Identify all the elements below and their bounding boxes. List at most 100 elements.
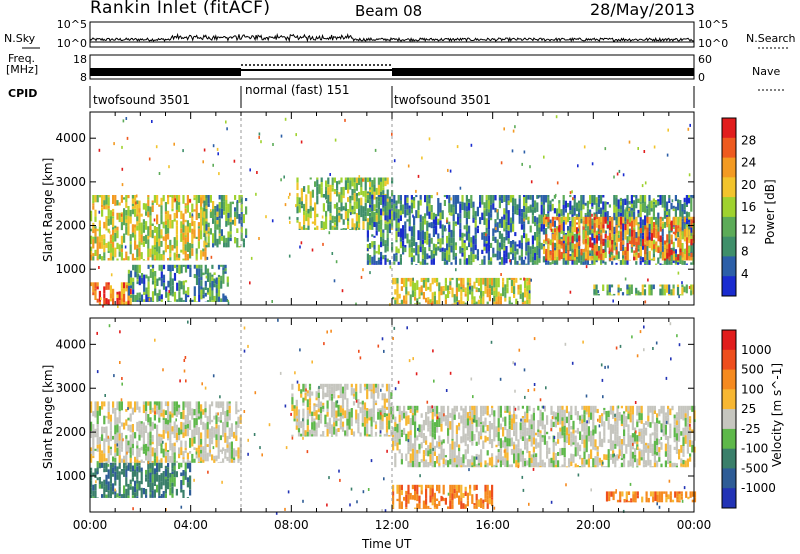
heatmap-cell <box>442 291 445 295</box>
heatmap-cell <box>532 430 535 438</box>
heatmap-cell <box>220 298 223 302</box>
heatmap-cell <box>116 447 119 456</box>
heatmap-cell <box>303 186 306 192</box>
heatmap-cell <box>608 292 611 296</box>
heatmap-cell <box>648 223 651 232</box>
heatmap-cell <box>101 204 104 208</box>
nsky-label: N.Sky <box>4 32 36 45</box>
heatmap-cell <box>173 462 176 466</box>
heatmap-cell <box>112 298 115 305</box>
heatmap-cell <box>503 219 506 229</box>
heatmap-cell <box>558 249 561 260</box>
heatmap-cell <box>675 440 678 445</box>
heatmap-cell <box>162 282 166 290</box>
heatmap-cell <box>660 405 663 414</box>
heatmap-cell <box>649 422 652 428</box>
heatmap-cell <box>474 227 477 235</box>
heatmap-cell <box>173 237 176 246</box>
heatmap-cell <box>355 177 358 183</box>
heatmap-cell <box>403 295 406 304</box>
heatmap-cell <box>313 411 316 416</box>
heatmap-cell <box>414 303 417 305</box>
heatmap-cell <box>630 203 633 208</box>
heatmap-cell <box>127 195 130 199</box>
heatmap-cell <box>211 290 214 294</box>
heatmap-cell <box>513 294 516 298</box>
heatmap-cell <box>606 284 609 291</box>
heatmap-cell <box>648 231 651 240</box>
heatmap-cell <box>414 415 417 422</box>
heatmap-cell <box>551 242 554 253</box>
heatmap-cell <box>109 243 112 253</box>
heatmap-cell <box>390 414 393 423</box>
heatmap-cell <box>534 260 537 265</box>
heatmap-cell <box>548 458 551 468</box>
heatmap-cell <box>470 251 473 261</box>
heatmap-cell <box>202 294 205 299</box>
heatmap-cell <box>374 431 378 436</box>
heatmap-cell <box>360 187 363 195</box>
heatmap-cell <box>581 441 584 444</box>
heatmap-cell <box>118 462 121 469</box>
heatmap-cell <box>486 425 489 432</box>
heatmap-cell <box>242 242 245 248</box>
heatmap-cell <box>169 448 172 451</box>
heatmap-cell <box>681 257 684 265</box>
heatmap-cell <box>504 291 507 298</box>
heatmap-cell <box>298 202 301 205</box>
heatmap-cell <box>644 236 647 243</box>
heatmap-cell <box>297 416 301 422</box>
heatmap-cell <box>453 302 456 305</box>
heatmap-cell <box>430 237 433 244</box>
heatmap-cell <box>176 282 179 291</box>
heatmap-cell <box>549 223 552 231</box>
heatmap-cell <box>394 431 397 440</box>
heatmap-cell <box>383 398 386 409</box>
heatmap-cell <box>227 218 230 226</box>
heatmap-cell <box>558 232 561 240</box>
heatmap-cell <box>129 484 132 487</box>
heatmap-cell <box>402 204 405 215</box>
heatmap-cell <box>480 449 483 460</box>
heatmap-cell <box>205 195 208 198</box>
heatmap-cell <box>167 197 170 205</box>
heatmap-cell <box>463 225 466 230</box>
heatmap-cell <box>510 448 513 455</box>
heatmap-cell <box>350 383 353 388</box>
heatmap-cell <box>193 447 196 450</box>
heatmap-cell <box>94 288 97 291</box>
heatmap-cell <box>415 246 418 256</box>
heatmap-speckle <box>355 227 357 231</box>
heatmap-cell <box>300 195 303 202</box>
heatmap-cell <box>158 401 161 410</box>
heatmap-cell <box>134 264 137 272</box>
heatmap-cell <box>663 284 666 289</box>
heatmap-cell <box>565 435 568 440</box>
heatmap-cell <box>330 409 334 418</box>
heatmap-speckle <box>417 174 420 178</box>
heatmap-cell <box>447 428 450 436</box>
heatmap-cell <box>684 460 687 468</box>
heatmap-cell <box>606 290 609 296</box>
heatmap-cell <box>147 462 150 470</box>
heatmap-cell <box>381 383 384 388</box>
heatmap-cell <box>197 413 200 417</box>
heatmap-cell <box>227 231 230 238</box>
heatmap-cell <box>335 410 338 418</box>
heatmap-cell <box>366 230 369 238</box>
heatmap-speckle <box>256 171 258 174</box>
heatmap-cell <box>631 230 634 237</box>
heatmap-cell <box>508 300 511 305</box>
heatmap-cell <box>576 227 579 234</box>
heatmap-cell <box>509 252 512 255</box>
heatmap-cell <box>493 291 496 296</box>
heatmap-cell <box>202 409 205 415</box>
heatmap-cell <box>686 447 689 454</box>
heatmap-cell <box>416 449 419 454</box>
heatmap-cell <box>458 458 461 467</box>
heatmap-cell <box>529 195 532 200</box>
heatmap-cell <box>438 417 441 427</box>
heatmap-cell <box>612 405 615 411</box>
heatmap-cell <box>524 426 527 433</box>
heatmap-cell <box>683 260 686 265</box>
